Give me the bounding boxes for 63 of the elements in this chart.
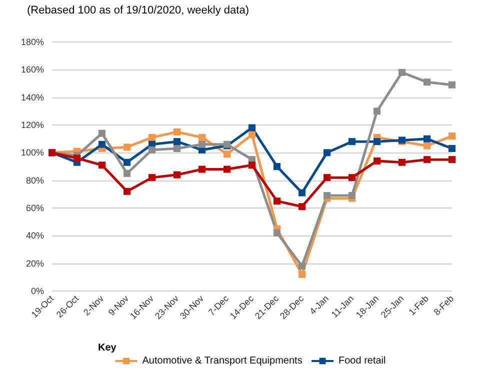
point bbox=[98, 130, 106, 137]
y-tick-label: 40% bbox=[26, 230, 44, 241]
point bbox=[224, 166, 230, 173]
y-tick-label: 180% bbox=[20, 37, 44, 47]
point bbox=[248, 162, 256, 169]
point bbox=[374, 157, 380, 164]
chart-subtitle: (Rebased 100 as of 19/10/2020, weekly data) bbox=[27, 4, 249, 16]
point bbox=[374, 138, 380, 146]
point bbox=[124, 188, 130, 195]
point bbox=[174, 138, 180, 146]
y-tick-label: 60% bbox=[26, 203, 44, 213]
y-tick-label: 0% bbox=[30, 286, 44, 296]
point bbox=[424, 142, 430, 150]
y-tick-label: 20% bbox=[26, 258, 44, 268]
point bbox=[174, 145, 180, 152]
legend-title: Key bbox=[98, 342, 117, 354]
y-tick-label: 120% bbox=[20, 120, 44, 130]
point bbox=[424, 135, 430, 142]
y-tick-label: 80% bbox=[26, 175, 44, 186]
point bbox=[298, 270, 306, 278]
point bbox=[124, 170, 130, 177]
point bbox=[448, 81, 456, 88]
point bbox=[398, 158, 406, 166]
point bbox=[298, 203, 306, 210]
point bbox=[348, 174, 356, 182]
point bbox=[348, 192, 356, 200]
point bbox=[324, 192, 330, 200]
point bbox=[298, 262, 306, 270]
point bbox=[274, 229, 280, 236]
point bbox=[224, 150, 230, 158]
point bbox=[98, 140, 106, 148]
point bbox=[348, 138, 356, 146]
point bbox=[274, 198, 280, 205]
point bbox=[174, 171, 180, 178]
point bbox=[248, 124, 256, 132]
point bbox=[148, 174, 156, 182]
point bbox=[448, 132, 456, 140]
point bbox=[324, 149, 330, 156]
legend-label: Food retail bbox=[338, 356, 386, 366]
point bbox=[124, 158, 130, 166]
point bbox=[398, 68, 406, 76]
y-tick-label: 140% bbox=[20, 92, 44, 102]
point bbox=[98, 162, 106, 169]
point bbox=[324, 174, 330, 182]
point bbox=[448, 145, 456, 152]
point bbox=[374, 108, 380, 115]
point bbox=[198, 166, 206, 173]
point bbox=[274, 163, 280, 170]
point bbox=[198, 134, 206, 141]
point bbox=[448, 156, 456, 164]
point bbox=[298, 189, 306, 196]
y-tick-label: 100% bbox=[20, 148, 44, 158]
point bbox=[424, 78, 430, 86]
legend-label: Automotive & Transport Equipments bbox=[142, 356, 302, 366]
point bbox=[148, 146, 156, 154]
y-tick-label: 160% bbox=[20, 64, 44, 75]
point bbox=[74, 154, 80, 162]
point bbox=[198, 140, 206, 148]
point bbox=[424, 156, 430, 164]
point bbox=[174, 128, 180, 136]
point bbox=[248, 131, 256, 138]
point bbox=[148, 134, 156, 141]
point bbox=[124, 144, 130, 151]
